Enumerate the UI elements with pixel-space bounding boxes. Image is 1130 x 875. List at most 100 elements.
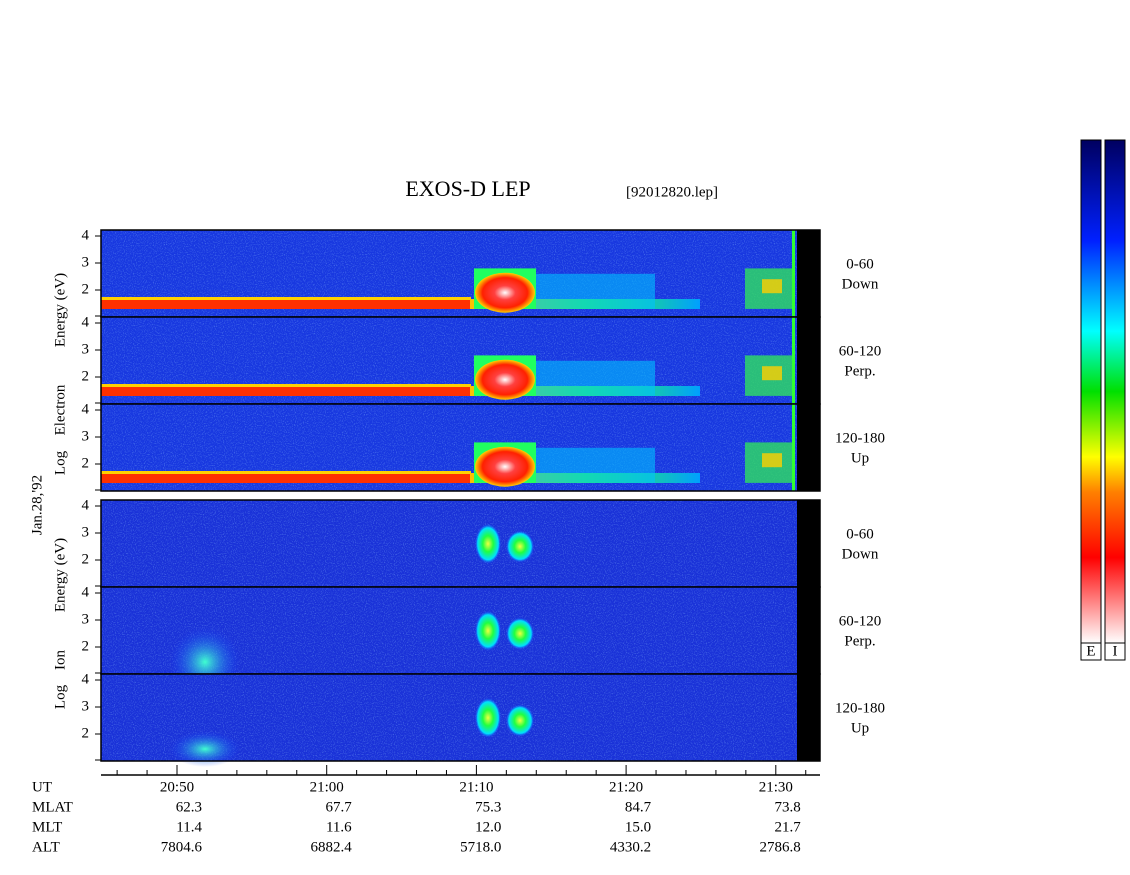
- orbit-value: 4330.2: [610, 839, 651, 855]
- y-tick-label: 4: [82, 227, 90, 243]
- time-label: 21:10: [459, 779, 493, 795]
- orbit-value: 21.7: [775, 819, 802, 835]
- y-tick-label: 3: [82, 698, 90, 714]
- low-energy-edge: [101, 297, 471, 300]
- y-tick-label: 4: [82, 497, 90, 513]
- speckle: [101, 500, 797, 587]
- data-end: [792, 404, 795, 491]
- direction-label: Down: [842, 546, 879, 562]
- direction-label: Perp.: [844, 633, 875, 649]
- burst-core: [475, 359, 535, 400]
- direction-label: Down: [842, 276, 879, 292]
- no-data: [797, 500, 820, 587]
- low-energy-edge: [101, 471, 471, 474]
- burst-core: [475, 446, 535, 487]
- mid-energy: [535, 360, 655, 396]
- color-bar: [1080, 139, 1102, 644]
- y-axis-label: Energy (eV): [52, 273, 68, 347]
- time-label: 21:00: [310, 779, 344, 795]
- time-label: 21:20: [609, 779, 643, 795]
- no-data: [797, 230, 820, 317]
- orbit-value: 11.4: [176, 819, 202, 835]
- y-tick-label: 4: [82, 671, 90, 687]
- file-name: [92012820.lep]: [626, 184, 718, 200]
- color-bar-label: E: [1086, 643, 1095, 659]
- y-tick-label: 2: [82, 551, 90, 567]
- ion-blob: [506, 704, 534, 737]
- row-label: MLAT: [32, 799, 73, 815]
- orbit-value: 84.7: [625, 799, 652, 815]
- low-energy-band: [101, 300, 471, 309]
- no-data: [797, 317, 820, 404]
- no-data: [797, 674, 820, 761]
- low-energy-band: [101, 474, 471, 483]
- orbit-value: 12.0: [475, 819, 501, 835]
- orbit-value: 67.7: [325, 799, 352, 815]
- panel-frame: [100, 673, 821, 762]
- mid-energy: [535, 273, 655, 309]
- data-end: [792, 317, 795, 404]
- ion-blob: [475, 697, 501, 738]
- y-axis-label: Log: [52, 450, 68, 475]
- late-spot: [762, 453, 782, 468]
- color-bar-label: I: [1113, 643, 1118, 659]
- late-spot: [762, 366, 782, 381]
- y-tick-label: 3: [82, 254, 90, 270]
- orbit-value: 73.8: [775, 799, 801, 815]
- orbit-value: 7804.6: [161, 839, 203, 855]
- y-tick-label: 2: [82, 725, 90, 741]
- y-tick-label: 4: [82, 584, 90, 600]
- orbit-value: 5718.0: [460, 839, 501, 855]
- y-tick-label: 3: [82, 524, 90, 540]
- ion-blob: [475, 610, 501, 651]
- y-tick-label: 3: [82, 428, 90, 444]
- y-tick-label: 2: [82, 368, 90, 384]
- low-energy-edge: [101, 384, 471, 387]
- color-bar: [1104, 139, 1126, 644]
- orbit-value: 62.3: [176, 799, 202, 815]
- color-bar-box: [1104, 642, 1126, 661]
- y-tick-label: 4: [82, 314, 90, 330]
- angle-label: 60-120: [839, 343, 882, 359]
- y-axis-label: Ion: [52, 650, 68, 670]
- angle-label: 0-60: [846, 256, 874, 272]
- data-end: [792, 230, 795, 317]
- time-label: 21:30: [759, 779, 793, 795]
- row-label: ALT: [32, 839, 60, 855]
- row-label: UT: [32, 779, 52, 795]
- y-tick-label: 3: [82, 611, 90, 627]
- y-tick-label: 3: [82, 341, 90, 357]
- angle-label: 0-60: [846, 526, 874, 542]
- low-energy-band: [101, 387, 471, 396]
- mid-energy: [535, 447, 655, 483]
- panel-frame: [100, 403, 821, 492]
- y-tick-label: 2: [82, 455, 90, 471]
- orbit-value: 6882.4: [310, 839, 352, 855]
- direction-label: Up: [851, 450, 869, 466]
- angle-label: 120-180: [835, 430, 885, 446]
- direction-label: Perp.: [844, 363, 875, 379]
- row-label: MLT: [32, 819, 62, 835]
- burst-core: [475, 272, 535, 313]
- y-axis-label: Electron: [52, 384, 68, 435]
- time-label: 20:50: [160, 779, 194, 795]
- y-axis-label: Log: [52, 684, 68, 709]
- late-spot: [762, 279, 782, 294]
- ion-glow: [170, 731, 240, 767]
- y-tick-label: 4: [82, 401, 90, 417]
- angle-label: 120-180: [835, 700, 885, 716]
- ion-blob: [506, 617, 534, 650]
- date: Jan.28,'92: [29, 475, 45, 535]
- color-bar-box: [1080, 642, 1102, 661]
- y-tick-label: 2: [82, 638, 90, 654]
- ion-blob: [475, 523, 501, 564]
- y-tick-label: 2: [82, 281, 90, 297]
- y-axis-label: Energy (eV): [52, 538, 68, 612]
- angle-label: 60-120: [839, 613, 882, 629]
- orbit-value: 2786.8: [760, 839, 801, 855]
- no-data: [797, 587, 820, 674]
- no-data: [797, 404, 820, 491]
- ion-blob: [506, 530, 534, 563]
- orbit-value: 75.3: [475, 799, 501, 815]
